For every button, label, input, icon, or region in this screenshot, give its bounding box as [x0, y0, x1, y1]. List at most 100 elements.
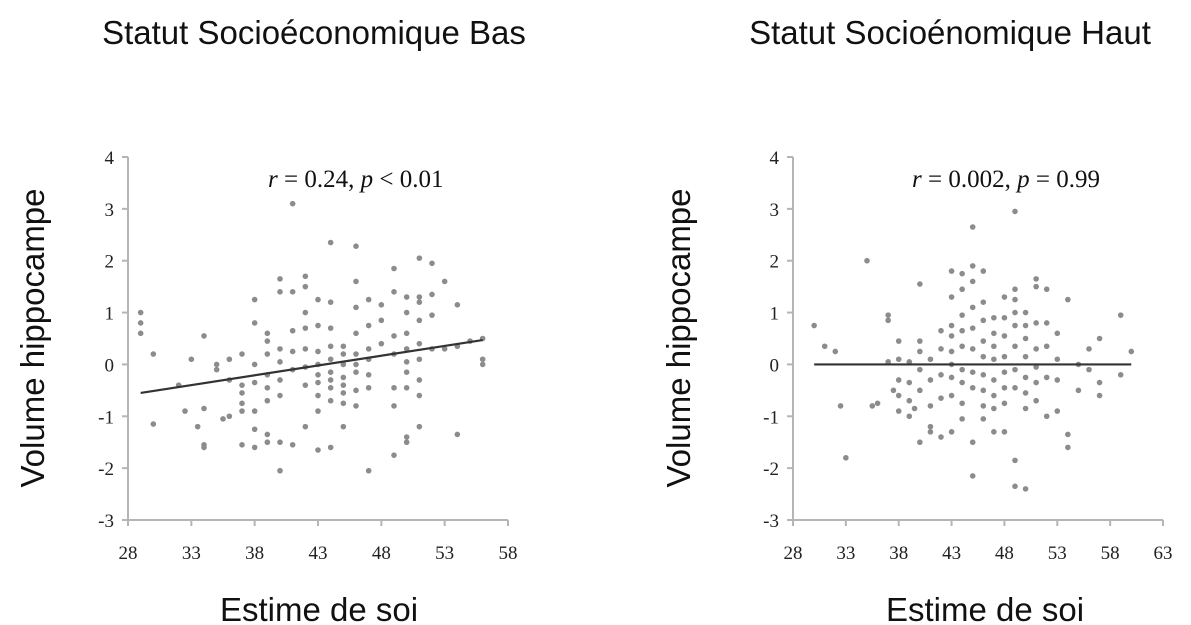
data-point [959, 379, 965, 386]
data-point [251, 444, 258, 451]
data-point [302, 325, 309, 331]
data-point [1033, 364, 1039, 370]
data-point [365, 372, 372, 378]
data-point [1022, 405, 1029, 412]
data-point [315, 296, 321, 303]
data-point [1043, 320, 1050, 326]
data-point [327, 325, 334, 331]
data-point [340, 343, 347, 350]
data-point [948, 348, 955, 355]
chart-panel-high-ses: Statut Socioénomique Haut Volume hippoca… [660, 14, 1173, 625]
data-point [340, 374, 347, 381]
data-point [327, 377, 334, 383]
data-point [327, 299, 334, 306]
data-point [365, 346, 372, 352]
data-point [1033, 346, 1039, 352]
data-point [277, 439, 283, 446]
data-point [277, 377, 283, 383]
data-point [969, 369, 976, 376]
data-point [315, 322, 321, 329]
data-point [991, 314, 997, 321]
data-point [1096, 392, 1103, 399]
data-point [948, 333, 955, 339]
data-point [1012, 366, 1018, 373]
data-point [991, 343, 997, 350]
data-point [277, 276, 283, 282]
data-point [959, 286, 965, 293]
data-point [239, 408, 245, 414]
data-point [927, 403, 934, 409]
data-point [277, 392, 283, 399]
data-point [1001, 384, 1008, 391]
data-point [479, 361, 486, 368]
data-point [403, 346, 410, 352]
data-point [991, 429, 997, 435]
data-point [821, 343, 828, 350]
data-point [948, 294, 955, 300]
data-point [1054, 377, 1061, 383]
data-point [1043, 343, 1050, 350]
data-point [479, 356, 486, 363]
data-point [264, 330, 271, 337]
data-point [927, 356, 934, 363]
data-point [991, 392, 997, 399]
data-point [938, 327, 944, 334]
data-point [980, 338, 987, 344]
data-point [1022, 335, 1029, 342]
data-point [391, 333, 397, 339]
data-point [403, 434, 410, 440]
data-point [416, 392, 423, 399]
data-point [403, 359, 410, 365]
data-point [289, 200, 296, 207]
data-point [1022, 486, 1029, 492]
data-point [917, 338, 923, 344]
data-point [441, 278, 448, 285]
data-point [1001, 333, 1008, 339]
data-point [365, 467, 372, 474]
x-tick-label: 43 [309, 543, 328, 564]
data-point [264, 384, 271, 391]
data-point [391, 403, 397, 409]
data-point [1086, 346, 1092, 352]
data-point [917, 387, 923, 394]
data-point [416, 317, 423, 324]
data-point [1117, 312, 1124, 318]
data-point [1117, 372, 1124, 378]
data-point [251, 426, 258, 433]
data-point [340, 361, 347, 368]
data-point [201, 333, 207, 339]
data-point [1022, 322, 1029, 329]
data-point [1012, 483, 1018, 490]
data-point [315, 379, 321, 386]
data-point [251, 408, 258, 414]
data-point [927, 429, 934, 435]
data-point [906, 359, 913, 365]
data-point [1001, 369, 1008, 376]
data-point [969, 278, 976, 285]
x-tick-label: 38 [245, 543, 264, 564]
data-point [416, 356, 423, 363]
data-point [429, 291, 435, 298]
data-point [864, 257, 870, 264]
data-point [1012, 457, 1018, 464]
data-point [378, 317, 385, 324]
data-point [1001, 429, 1008, 435]
data-point [239, 382, 245, 388]
data-point [378, 340, 385, 347]
data-point [811, 322, 817, 329]
data-point [938, 346, 944, 352]
x-axis-label: Estime de soi [220, 591, 418, 625]
x-tick-label: 58 [499, 543, 518, 564]
data-point [1065, 444, 1071, 451]
data-point [1043, 374, 1050, 381]
data-point [948, 429, 955, 435]
data-point [969, 473, 976, 479]
data-point [948, 268, 955, 274]
data-point [991, 405, 997, 412]
x-tick-label: 43 [942, 543, 961, 564]
data-point [1054, 356, 1061, 363]
data-point [980, 353, 987, 360]
data-point [264, 397, 271, 404]
data-point [959, 327, 965, 334]
